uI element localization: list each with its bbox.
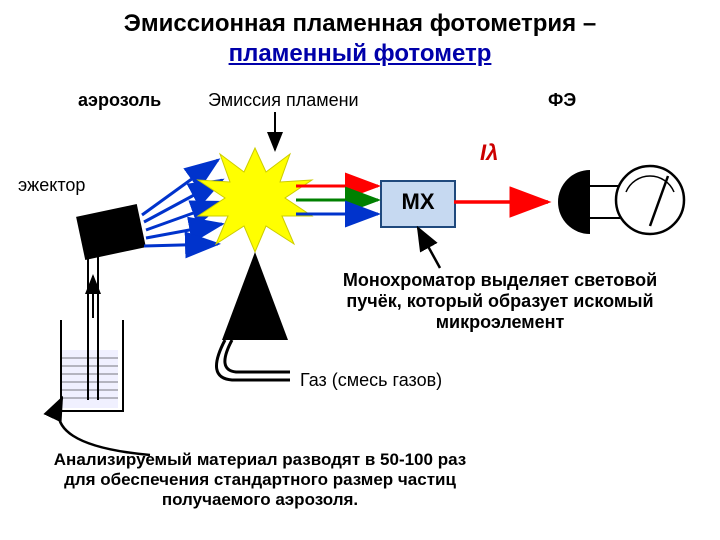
label-gas: Газ (смесь газов) <box>300 370 442 391</box>
diagram-stage: Эмиссионная пламенная фотометрия – пламе… <box>0 0 720 540</box>
label-aerosol: аэрозоль <box>78 90 161 111</box>
monochromator-box: МХ <box>380 180 456 228</box>
photodetector-icon <box>558 170 590 234</box>
burner-icon <box>216 252 290 380</box>
label-monochromator: Монохроматор выделяет световой пучёк, ко… <box>310 270 690 333</box>
title-line2: пламенный фотометр <box>0 40 720 68</box>
aerosol-rays <box>142 160 224 246</box>
meter-icon <box>616 166 684 234</box>
label-bottom: Анализируемый материал разводят в 50-100… <box>30 450 490 510</box>
label-ejector: эжектор <box>18 175 85 196</box>
flame-icon <box>198 148 312 252</box>
wires <box>590 186 620 218</box>
label-ilambda: Iλ <box>480 140 498 166</box>
beaker <box>60 320 124 412</box>
ejector-block <box>76 204 146 260</box>
title-line1: Эмиссионная пламенная фотометрия – <box>0 10 720 38</box>
mx-pointer <box>418 228 440 268</box>
emission-rays <box>296 186 378 214</box>
label-fe: ФЭ <box>548 90 576 111</box>
label-emission: Эмиссия пламени <box>208 90 359 111</box>
